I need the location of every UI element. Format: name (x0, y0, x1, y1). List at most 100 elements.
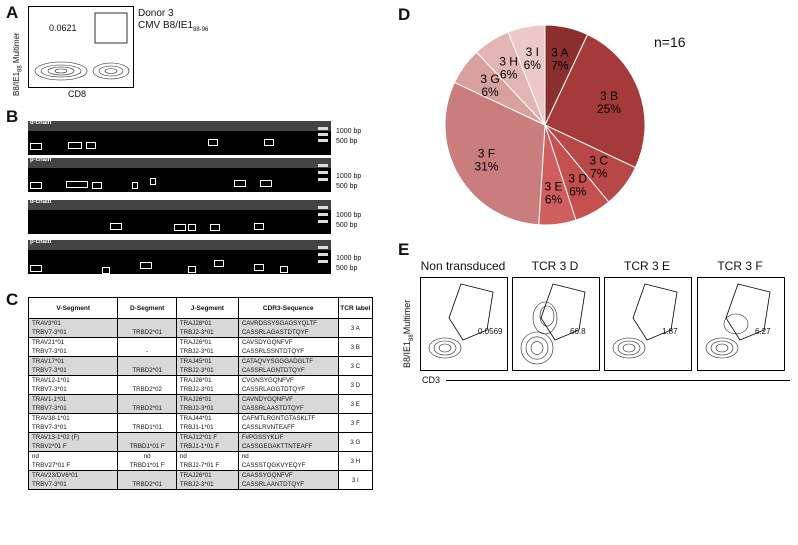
cell-j: TRBJ2-3*01 (175, 480, 239, 490)
cell-cdr3: CASSSTQGKVYEQYF (237, 461, 339, 471)
cell-cdr3: CAVRDSSYSGAGSYQLTF (237, 318, 339, 328)
cell-cdr3: CAFMTLRGNTGTASKLTF (237, 413, 339, 423)
pie-category-label: 3 C (589, 154, 608, 168)
cell-j: TRAJ12*01 F (175, 432, 239, 442)
gel-4: β-chain (28, 239, 331, 274)
cell-j: TRBJ2-3*01 (175, 404, 239, 414)
col-tcr-label: TCR label (337, 297, 374, 319)
ylabel-text: B8/IE1 (12, 71, 21, 96)
table-row: TRAV13-1*02 (F) TRAJ12*01 F F#PGSSYKLIF 3 G (27, 432, 374, 452)
table-row: TRBV7-3*01 TRBD2*01 TRBJ2-3*01 CASSRLAASTDT… (27, 404, 373, 414)
table-row: TRBV7-3*01 TRBD2*01 TRBJ2-3*01 CASSRLAGASTD… (27, 328, 373, 338)
cell-tcr-label: 3 G (337, 432, 374, 452)
gel-2-marker-low: 500 bp (336, 183, 358, 190)
cell-cdr3: CASSLRVNTEAFF (237, 423, 339, 433)
cell-d: nd (117, 451, 177, 461)
pie-annotation: n=16 (654, 34, 686, 50)
gel-3: α-chain (28, 199, 331, 234)
pie-slice-3f (444, 81, 546, 226)
cell-j: TRAJ28*01 (175, 318, 239, 328)
table-row: TRAV21*01 TRAJ26*01 CAVSDYGQNFVF 3 B (27, 337, 374, 357)
cell-d (117, 413, 177, 423)
cell-d: TRBD1*01 F (117, 442, 177, 452)
pie-percent-label: 6% (500, 68, 518, 82)
pie-category-label: 3 A (551, 46, 568, 60)
cell-v: TRBV2*01 F (27, 442, 119, 452)
pie-percent-label: 7% (590, 167, 608, 181)
flow-title: Non transduced (420, 259, 506, 273)
table-row: TRBV7-3*01 TRBD1*01 TRBJ1-1*01 CASSLRVNTEAF… (27, 423, 373, 433)
cell-cdr3: CASSRLAGASTDTQYF (237, 328, 339, 338)
cell-v: TRAV38-1*01 (27, 413, 119, 423)
gel-4-marker-high: 1000 bp (336, 255, 362, 262)
pie-percent-label: 6% (569, 185, 587, 199)
cell-d (117, 318, 177, 328)
cell-v: TRBV7-3*01 (27, 328, 119, 338)
cell-v: TRBV7-3*01 (27, 366, 119, 376)
gel-1: α-chain (28, 120, 331, 155)
cell-tcr-label: 3 D (337, 375, 374, 395)
flow-plot-a: 0.0621 (28, 6, 134, 88)
gel-2: β-chain (28, 157, 331, 192)
cell-v: TRAV17*01 (27, 356, 119, 366)
table-row: TRBV7-3*01- TRBJ2-3*01 CASSRLSSNTDTQYF (27, 347, 373, 357)
pie-category-label: 3 I (526, 45, 539, 59)
table-row: nd nd nd nd 3 H (27, 451, 374, 471)
cell-tcr-label: 3 C (337, 356, 374, 376)
cell-tcr-label: 3 H (337, 451, 374, 471)
cell-v: TRAV13-1*02 (F) (27, 432, 119, 442)
cell-d: - (117, 347, 177, 357)
cell-cdr3: nd (237, 451, 339, 461)
cell-j: TRBJ2-3*01 (175, 347, 239, 357)
cell-d (117, 337, 177, 347)
gel-1-marker-low: 500 bp (336, 138, 358, 145)
cell-j: TRAJ26*01 (175, 375, 239, 385)
cell-j: TRBJ2-3*01 (175, 385, 239, 395)
pie-percent-label: 6% (545, 192, 563, 206)
table-row: TRAV17*01 TRAJ45*01 CATAQVYSGGGADGLTF 3 C (27, 356, 374, 376)
pie-percent-label: 6% (481, 85, 499, 99)
cell-v: TRAV12-1*01 (27, 375, 119, 385)
gate-value: 66.8 (570, 327, 586, 336)
cell-j: TRAJ26*01 (175, 337, 239, 347)
cell-cdr3: CAVSDYGQNFVF (237, 337, 339, 347)
cell-j: TRAJ26*01 (175, 470, 239, 480)
pie-category-label: 3 B (600, 89, 618, 103)
gate-value: 1.87 (662, 327, 678, 336)
flow-contours-a (34, 12, 130, 81)
e-ylabel-text: B8/IE1 (402, 340, 412, 368)
cell-cdr3: CASSRLSSNTDTQYF (237, 347, 339, 357)
panel-label-a: A (6, 3, 19, 22)
cell-d (117, 432, 177, 442)
cd3-axis-line (446, 380, 790, 381)
table-row: TRAV3*01 TRAJ28*01 CAVRDSSYSGAGSYQLTF 3 A (27, 318, 374, 338)
gel-3-marker-low: 500 bp (336, 222, 358, 229)
cell-cdr3: CASSRLAGGTDTQYF (237, 385, 339, 395)
col-v-segment: V-Segment (27, 297, 119, 319)
cell-j: TRBJ2-3*01 (175, 366, 239, 376)
cell-j: TRAJ26*01 (175, 394, 239, 404)
gel-3-marker-high: 1000 bp (336, 212, 362, 219)
col-j-segment: J-Segment (175, 297, 239, 319)
cell-v: TRBV7-3*01 (27, 404, 119, 414)
cell-d: TRBD2*01 (117, 480, 177, 490)
cell-v: TRAV21*01 (27, 337, 119, 347)
pie-category-label: 3 H (499, 55, 518, 69)
panel-label-d: D (398, 5, 411, 24)
col-d-segment: D-Segment (117, 297, 177, 319)
table-row: TRAV1-1*01 TRAJ26*01 CAVNDYGQNFVF 3 E (27, 394, 374, 414)
cell-d (117, 356, 177, 366)
flow-title: TCR 3 D (531, 259, 579, 273)
cell-d (117, 470, 177, 480)
cell-j: TRBJ2-3*01 (175, 328, 239, 338)
cell-tcr-label: 3 I (337, 470, 374, 490)
epitope-label: CMV B8/IE188-96 (138, 20, 208, 33)
gate-value-a: 0.0621 (49, 23, 77, 33)
cell-d: TRBD2*01 (117, 404, 177, 414)
gel-4-marker-low: 500 bp (336, 265, 358, 272)
panel-a-xlabel: CD8 (68, 89, 87, 99)
gel-4-chain: β-chain (30, 239, 52, 245)
epitope-sub: 88-96 (193, 27, 209, 33)
gel-2-chain: β-chain (30, 157, 52, 163)
cell-v: TRAV3*01 (27, 318, 119, 328)
